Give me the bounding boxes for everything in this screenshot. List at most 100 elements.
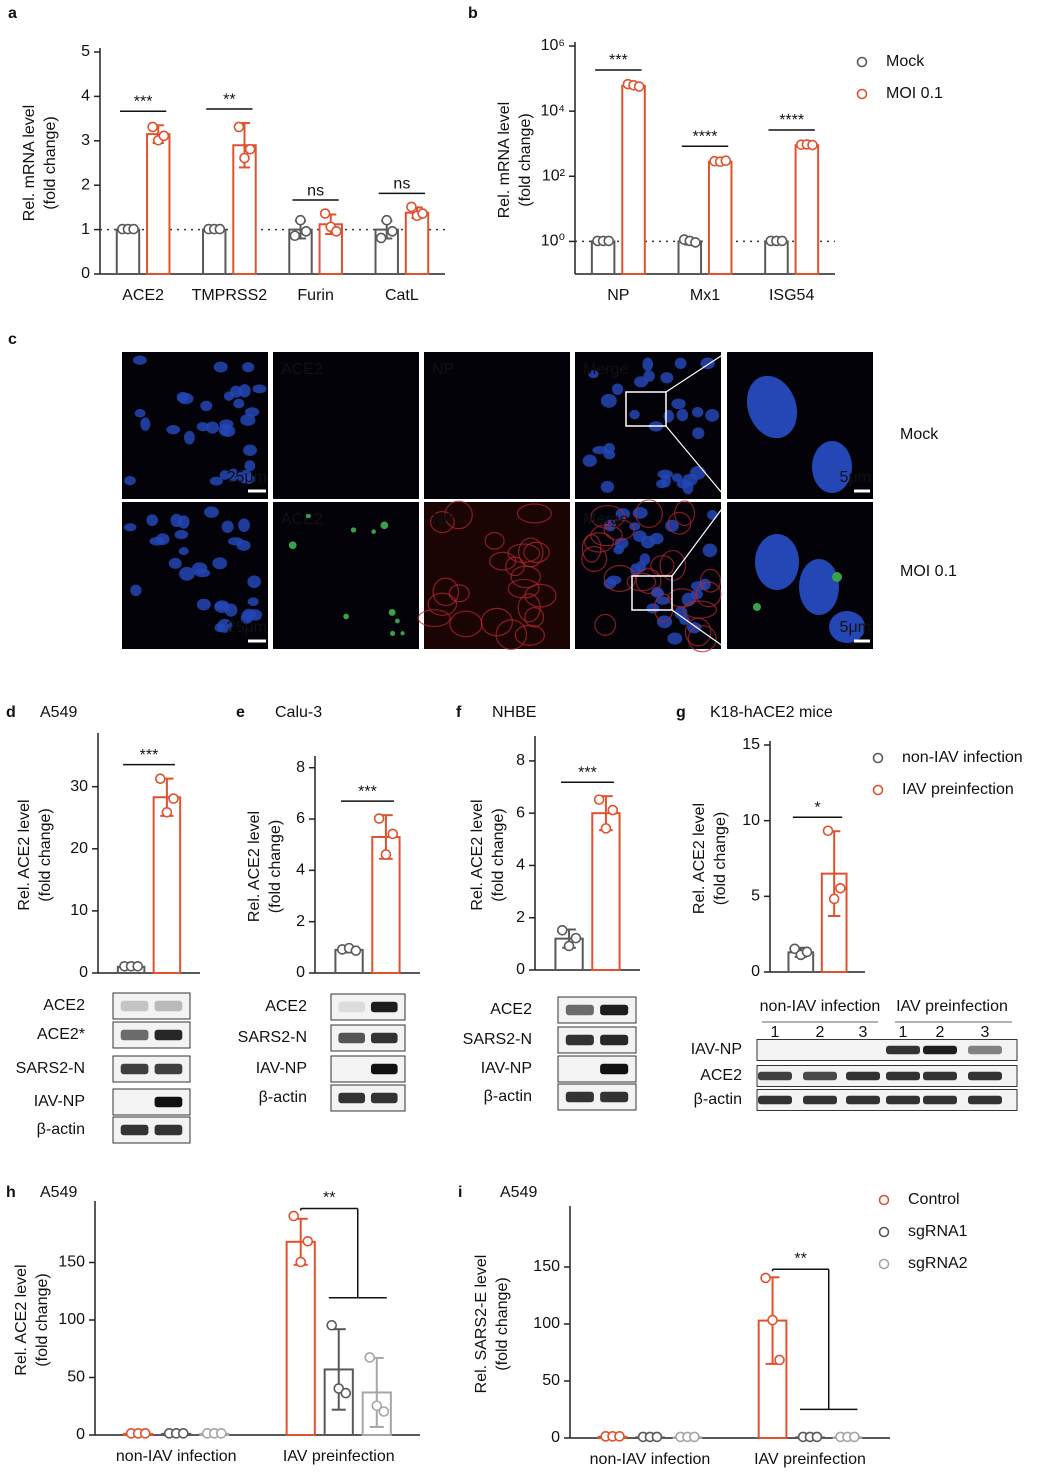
- cell-outline: [417, 609, 451, 628]
- nucleus: [676, 408, 689, 422]
- nucleus: [671, 398, 686, 410]
- channel-label: Merge: [583, 511, 628, 528]
- blot-band: [154, 1000, 183, 1012]
- green-spot: [288, 541, 297, 550]
- nucleus: [233, 398, 245, 409]
- row-label: MOI 0.1: [900, 563, 957, 580]
- y-axis-label: Rel. ACE2 level: [13, 1264, 30, 1375]
- data-point: [375, 232, 387, 244]
- cell-outline: [584, 532, 614, 553]
- nucleus: [700, 357, 715, 370]
- legend-label: sgRNA2: [908, 1255, 968, 1272]
- cell-outline: [517, 537, 544, 568]
- significance-label: *: [814, 799, 820, 816]
- blot-band: [370, 1063, 398, 1075]
- legend-label: Mock: [886, 53, 925, 70]
- data-point: [340, 1387, 352, 1399]
- significance-label: ***: [578, 764, 597, 781]
- blot-band: [370, 1092, 398, 1104]
- nucleus: [240, 611, 253, 624]
- channel-label: NP: [432, 361, 454, 378]
- nucleus: [245, 407, 260, 417]
- blot-band: [758, 1071, 792, 1081]
- y-axis-label: Rel. ACE2 level: [16, 799, 33, 910]
- bar: [285, 1240, 316, 1437]
- y-tick-label: 0: [76, 1426, 85, 1443]
- data-point: [406, 201, 417, 213]
- blot-band: [846, 1095, 880, 1105]
- blot-band: [565, 1034, 594, 1046]
- y-tick-label: 8: [516, 752, 525, 769]
- channel-label: ACE2: [281, 511, 323, 528]
- nucleus: [656, 479, 668, 489]
- data-point: [603, 235, 615, 247]
- nucleus: [174, 529, 189, 540]
- data-point: [849, 1431, 860, 1443]
- nucleus: [221, 520, 234, 533]
- y-tick-label: 10: [70, 902, 88, 919]
- cell-outline: [603, 519, 635, 541]
- data-point: [835, 882, 846, 894]
- data-point: [767, 1314, 778, 1326]
- data-point: [417, 208, 428, 219]
- cell-outline: [524, 607, 545, 628]
- nucleus: [196, 598, 211, 611]
- y-tick-label: 4: [81, 88, 90, 105]
- blot-band: [154, 1124, 183, 1136]
- blot-band: [758, 1095, 792, 1105]
- data-point: [381, 214, 393, 226]
- significance-label: **: [323, 1190, 335, 1207]
- y-tick-label: 15: [742, 736, 760, 753]
- nucleus: [247, 575, 261, 589]
- green-spot: [380, 521, 389, 530]
- nucleus: [247, 597, 259, 607]
- micrograph: [273, 502, 419, 649]
- x-tick-label: IAV preinfection: [283, 1448, 395, 1465]
- nucleus: [146, 514, 158, 527]
- significance-label: ***: [358, 783, 377, 800]
- y-tick-label: 100: [58, 1311, 85, 1328]
- scale-bar-label: 5μm: [840, 469, 871, 486]
- y-tick-label: 6: [296, 810, 305, 827]
- nucleus: [242, 362, 255, 373]
- legend-label: non-IAV infection: [902, 749, 1023, 766]
- blot-row-label: ACE2: [43, 997, 85, 1014]
- nucleus: [200, 400, 213, 412]
- blot-band: [846, 1071, 880, 1081]
- cell-outline: [581, 545, 608, 572]
- y-axis-label: Rel. ACE2 level: [246, 811, 263, 922]
- bar: [371, 835, 401, 975]
- blot-lane-label: 3: [981, 1024, 990, 1041]
- blot-group-label: non-IAV infection: [760, 998, 881, 1015]
- zoom-line: [665, 351, 728, 393]
- nucleus: [705, 409, 720, 422]
- nucleus: [155, 533, 170, 546]
- y-axis-label: (fold change): [517, 113, 534, 206]
- blot-band: [565, 1091, 594, 1103]
- cell-outline: [523, 541, 550, 564]
- blot-row-label: β-actin: [484, 1088, 532, 1105]
- data-point: [331, 226, 342, 237]
- blot-row-label: IAV-NP: [256, 1060, 307, 1077]
- cell-outline: [659, 549, 687, 581]
- nucleus: [707, 509, 718, 520]
- significance-label: **: [794, 1250, 806, 1267]
- data-point: [789, 943, 800, 955]
- nucleus: [176, 391, 189, 403]
- cell-outline: [429, 511, 455, 534]
- blot-band: [923, 1045, 957, 1055]
- data-point: [811, 1431, 823, 1443]
- blot-row-label: β-actin: [37, 1121, 85, 1138]
- panel-letter: e: [236, 704, 245, 721]
- legend-label: Control: [908, 1191, 960, 1208]
- x-tick-label: non-IAV infection: [590, 1451, 711, 1468]
- nucleus: [227, 468, 239, 482]
- nucleus: [209, 476, 223, 486]
- chart-title: A549: [500, 1184, 537, 1201]
- blot-row-label: ACE2: [700, 1067, 742, 1084]
- x-tick-label: ISG54: [769, 287, 814, 304]
- blot-row-label: IAV-NP: [481, 1060, 532, 1077]
- nucleus: [663, 409, 674, 423]
- data-point: [600, 823, 612, 834]
